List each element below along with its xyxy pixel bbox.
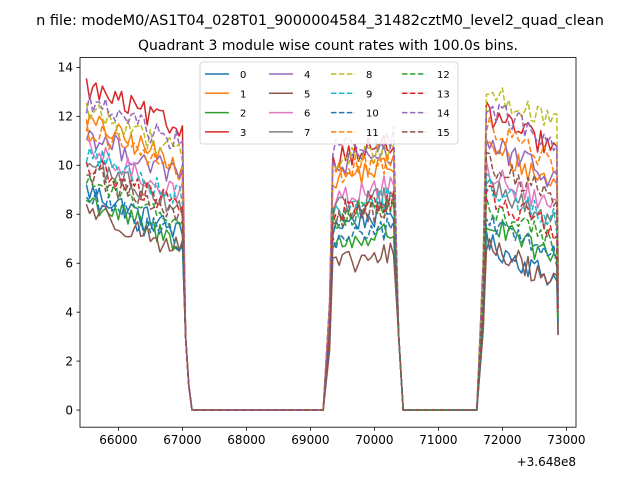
legend-label-14: 14 [437, 109, 450, 120]
legend-frame [199, 61, 459, 145]
x-tick-label: 70000 [355, 433, 393, 447]
legend-label-9: 9 [366, 89, 372, 100]
legend-label-6: 6 [304, 109, 310, 120]
figure-suptitle: n file: modeM0/AS1T04_028T01_9000004584_… [36, 13, 604, 29]
series-line-8 [85, 87, 559, 411]
x-axis: 66000 67000 68000 69000 70000 71000 72000 73000 [99, 427, 585, 447]
x-offset-label: +3.648e8 [517, 455, 576, 469]
legend-label-2: 2 [240, 109, 246, 120]
y-tick-label: 0 [65, 403, 73, 417]
y-tick-label: 14 [58, 61, 73, 75]
y-axis: 0 2 4 6 8 10 12 14 [58, 61, 80, 417]
series-line-9 [85, 147, 559, 411]
legend-label-4: 4 [304, 70, 310, 81]
y-tick-label: 8 [65, 207, 73, 221]
x-tick-label: 67000 [163, 433, 201, 447]
series-line-12 [85, 175, 559, 411]
legend-label-8: 8 [366, 70, 372, 81]
legend-label-3: 3 [240, 128, 246, 139]
series-line-13 [85, 160, 559, 411]
y-tick-label: 10 [58, 158, 73, 172]
legend-label-12: 12 [437, 70, 450, 81]
axes-frame [79, 57, 577, 428]
series-line-5 [85, 204, 559, 411]
legend-label-7: 7 [304, 128, 310, 139]
legend-label-5: 5 [304, 89, 310, 100]
x-tick-label: 69000 [291, 433, 329, 447]
x-tick-label: 72000 [483, 433, 521, 447]
x-tick-label: 68000 [227, 433, 265, 447]
y-tick-label: 2 [65, 354, 73, 368]
legend-label-10: 10 [366, 109, 379, 120]
y-tick-label: 12 [58, 110, 73, 124]
y-tick-label: 6 [65, 256, 73, 270]
series-line-10 [85, 188, 559, 411]
series-line-2 [85, 197, 559, 411]
series-line-1 [85, 114, 559, 411]
series-layer [85, 78, 559, 411]
legend-label-13: 13 [437, 89, 450, 100]
series-line-11 [85, 116, 559, 411]
x-tick-label: 71000 [419, 433, 457, 447]
x-tick-label: 73000 [547, 433, 585, 447]
y-tick-label: 4 [65, 305, 73, 319]
chart-title: Quadrant 3 module wise count rates with … [138, 38, 518, 54]
legend-label-0: 0 [240, 70, 246, 81]
legend-label-15: 15 [437, 128, 450, 139]
legend-label-1: 1 [240, 89, 246, 100]
legend-label-11: 11 [366, 128, 379, 139]
x-tick-label: 66000 [99, 433, 137, 447]
